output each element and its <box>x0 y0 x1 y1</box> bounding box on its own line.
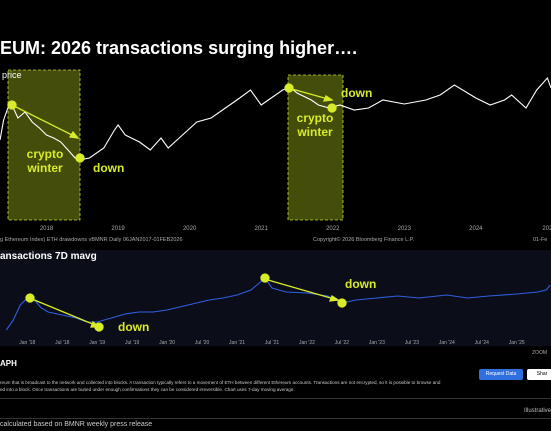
line <box>5 277 551 331</box>
annotation: down <box>345 277 377 291</box>
footer-note: Illustrative <box>523 408 551 414</box>
x-tick-label: Jan '19 <box>89 340 105 346</box>
marker <box>94 322 104 332</box>
panel-heading: APH <box>0 359 17 368</box>
shade <box>7 69 81 221</box>
x-tick-label: Jul '22 <box>335 340 350 346</box>
chart-note: Copyright© 2026 Bloomberg Finance L.P. <box>313 237 415 243</box>
button[interactable]: Request Data <box>479 369 523 380</box>
x-tick-label: Jul '18 <box>55 340 70 346</box>
x-tick-label: Jul '24 <box>475 340 490 346</box>
x-tick-label: 2020 <box>183 226 197 232</box>
marker <box>260 273 270 283</box>
x-tick-label: 2024 <box>469 226 483 232</box>
x-tick-label: 2019 <box>111 226 125 232</box>
annotation: down <box>118 320 150 334</box>
annotation: crypto winter <box>296 111 334 139</box>
description: ed into a block. Once transactions are b… <box>0 387 295 392</box>
rule <box>0 398 551 399</box>
marker <box>7 100 17 110</box>
chart-title: ansactions 7D mavg <box>0 251 97 262</box>
annotation-arrows <box>7 83 347 332</box>
arrow <box>31 298 96 326</box>
x-tick-label: Jan '25 <box>509 340 525 346</box>
zoom[interactable]: ZOOM <box>532 350 547 356</box>
x-tick-label: Jan '23 <box>369 340 385 346</box>
arrow-head <box>68 130 80 139</box>
x-tick-label: 2018 <box>40 226 54 232</box>
annotation: crypto winter <box>26 147 64 175</box>
x-tick-label: 2023 <box>398 226 412 232</box>
annotation: down <box>341 86 373 100</box>
x-tick-label: Jan '22 <box>299 340 315 346</box>
x-tick-label: Jul '21 <box>265 340 280 346</box>
x-tick-label: Jan '24 <box>439 340 455 346</box>
marker <box>327 103 337 113</box>
x-tick-label: 202 <box>542 226 551 232</box>
button[interactable]: Shar <box>527 369 551 380</box>
x-tick-label: 2022 <box>326 226 340 232</box>
x-tick-label: Jan '18 <box>19 340 35 346</box>
x-tick-label: Jan '21 <box>229 340 245 346</box>
x-tick-label: Jul '19 <box>125 340 140 346</box>
shade <box>287 74 344 221</box>
chart-note: g Ethereum Index) ETH drawdowns vBMNR Da… <box>0 237 183 243</box>
line <box>0 76 551 161</box>
arrow <box>291 88 329 100</box>
marker <box>25 293 35 303</box>
arrow-head <box>328 295 340 302</box>
series-label: price <box>2 70 22 80</box>
x-tick-label: Jul '20 <box>195 340 210 346</box>
x-tick-label: Jul '23 <box>405 340 420 346</box>
chart-note: 01-Fe <box>533 237 548 243</box>
x-tick-label: 2021 <box>255 226 269 232</box>
panel-bg <box>0 250 551 346</box>
charts: 2018 2019 2020 2021 2022 2023 2024 202 Jan '18 Ju… <box>0 69 551 346</box>
arrow-head <box>322 95 334 102</box>
rule <box>0 418 551 419</box>
source: calculated based on BMNR weekly press re… <box>0 421 153 428</box>
arrow <box>13 105 75 137</box>
marker <box>337 298 347 308</box>
description: reum that is broadcast to the network an… <box>0 380 441 385</box>
annotation: down <box>93 161 125 175</box>
marker <box>284 83 294 93</box>
title: EUM: 2026 transactions surging higher…. <box>0 38 358 58</box>
arrow <box>267 279 335 300</box>
x-tick-label: Jan '20 <box>159 340 175 346</box>
marker <box>75 153 85 163</box>
